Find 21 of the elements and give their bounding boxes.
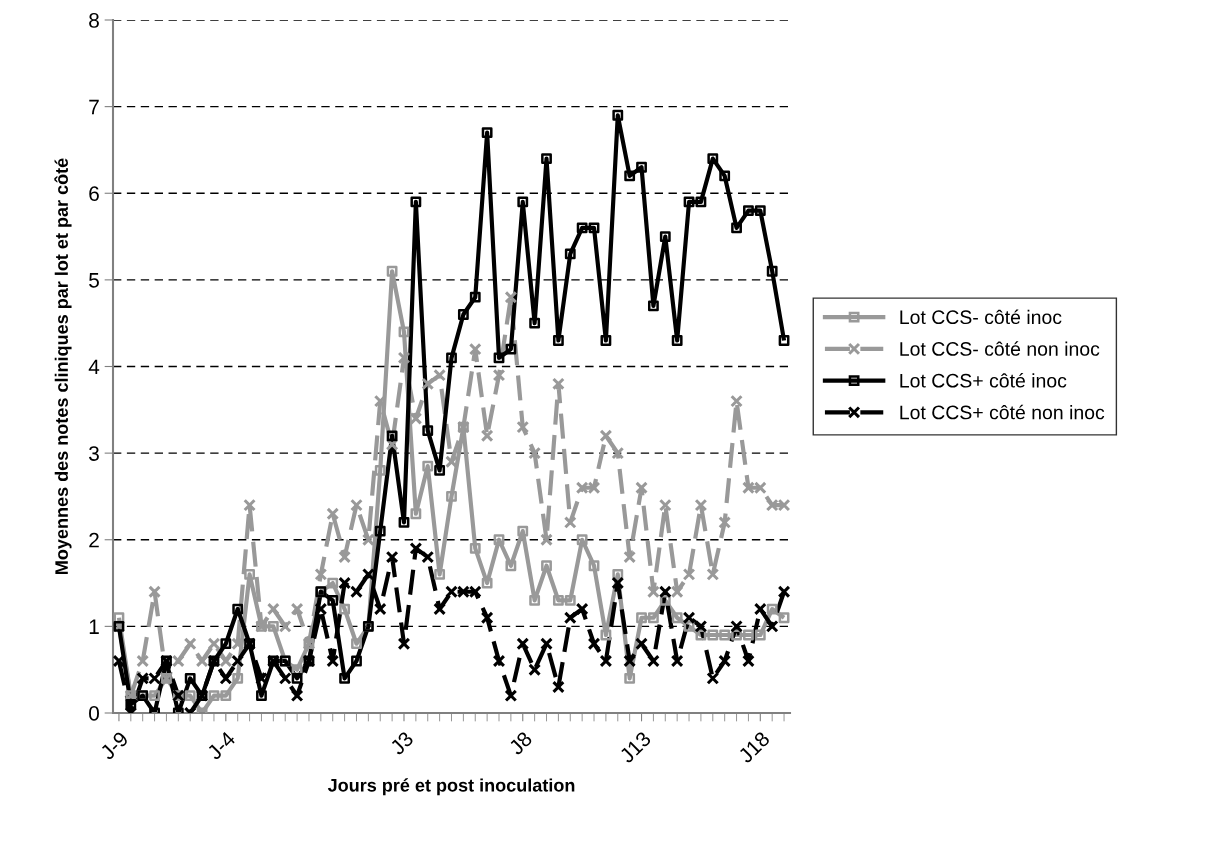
y-tick-label: 0 [89, 706, 99, 721]
y-tick-label: 2 [89, 532, 99, 548]
y-tick-label: 1 [89, 619, 99, 634]
legend-label: Lot CCS- côté inoc [900, 309, 1062, 325]
x-tick-label: J-9 [99, 730, 130, 761]
legend-label: Lot CCS- côté non inoc [900, 341, 1100, 356]
legend-label: Lot CCS+ côté inoc [900, 373, 1067, 388]
y-tick-label: 4 [88, 359, 100, 375]
y-tick-label: 7 [89, 99, 99, 115]
legend-label: Lot CCS+ côté non inoc [900, 404, 1105, 420]
y-tick-label: 8 [89, 13, 99, 28]
y-tick-label: 6 [89, 186, 99, 201]
x-tick-label: J18 [737, 730, 771, 765]
y-tick-label: 5 [89, 273, 99, 288]
x-tick-label: J13 [618, 730, 652, 765]
x-tick-label: J8 [507, 730, 533, 756]
x-tick-label: J3 [389, 730, 415, 756]
x-tick-label: J-4 [206, 730, 237, 761]
x-axis-title: Jours pré et post inoculation [327, 778, 575, 796]
y-tick-label: 3 [89, 446, 99, 461]
y-axis-title: Moyennes des notes cliniques par lot et par côté [54, 158, 72, 574]
